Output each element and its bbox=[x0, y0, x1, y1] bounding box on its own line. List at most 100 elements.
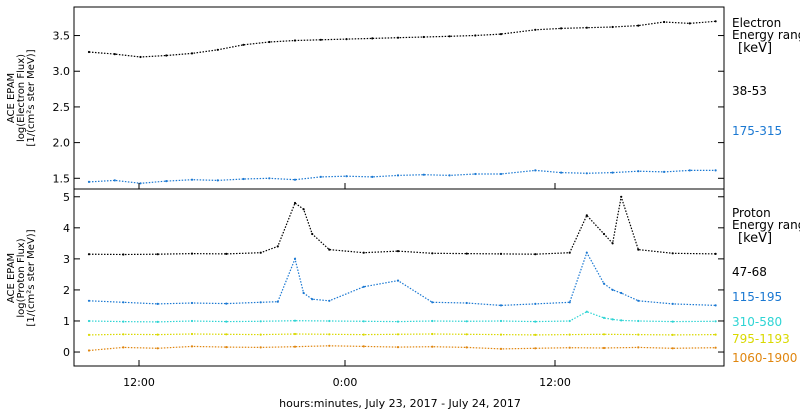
electron-point-38-53-13 bbox=[422, 35, 425, 39]
proton-point-310-580-8 bbox=[362, 320, 365, 323]
proton-point-795-1193-17 bbox=[671, 333, 674, 336]
proton-point-310-580-6 bbox=[293, 319, 297, 322]
proton-point-115-195-24 bbox=[714, 304, 717, 307]
proton-point-47-68-11 bbox=[362, 251, 365, 254]
proton-point-47-68-19 bbox=[602, 232, 606, 236]
proton-point-795-1193-18 bbox=[714, 333, 717, 336]
proton-ylabel-line-3: [1/(cm²s ster MeV)] bbox=[26, 229, 37, 326]
proton-point-795-1193-1 bbox=[122, 333, 125, 336]
x-axis-label: hours:minutes, July 23, 2017 - July 24, … bbox=[279, 397, 521, 410]
proton-y-tick-label-2: 2 bbox=[63, 284, 70, 297]
electron-point-175-315-0 bbox=[87, 180, 91, 183]
electron-series-38-53 bbox=[87, 20, 717, 59]
proton-y-tick-label-1: 1 bbox=[63, 315, 70, 328]
electron-point-38-53-16 bbox=[499, 33, 503, 36]
proton-point-115-195-7 bbox=[293, 257, 297, 260]
proton-point-310-580-21 bbox=[714, 320, 717, 323]
electron-series-38-53-segment-0 bbox=[88, 20, 716, 58]
electron-y-tick-label-1: 2.0 bbox=[53, 137, 71, 150]
proton-point-1060-1900-8 bbox=[362, 345, 365, 348]
electron-point-175-315-2 bbox=[139, 182, 142, 185]
electron-point-175-315-16 bbox=[499, 172, 503, 176]
electron-point-38-53-18 bbox=[560, 27, 563, 30]
proton-point-795-1193-2 bbox=[156, 333, 159, 336]
proton-point-1060-1900-6 bbox=[293, 345, 297, 348]
proton-point-47-68-18 bbox=[585, 214, 588, 217]
proton-point-115-195-11 bbox=[362, 285, 365, 288]
electron-y-tick-label-3: 3.0 bbox=[53, 65, 71, 78]
proton-series-795-1193 bbox=[87, 332, 717, 336]
electron-ylabel-line-2: log(Electron Flux) bbox=[16, 54, 27, 142]
proton-point-47-68-12 bbox=[396, 250, 400, 253]
electron-point-38-53-3 bbox=[165, 54, 168, 57]
electron-y-tick-label-0: 1.5 bbox=[53, 172, 71, 185]
proton-legend-310-580: 310-580 bbox=[732, 315, 782, 329]
x-tick-label-3: 12:00 bbox=[539, 376, 571, 389]
electron-point-38-53-1 bbox=[113, 53, 116, 56]
proton-point-1060-1900-15 bbox=[602, 346, 606, 350]
electron-point-38-53-8 bbox=[293, 39, 297, 42]
electron-point-38-53-17 bbox=[534, 28, 537, 31]
proton-point-115-195-8 bbox=[302, 291, 305, 295]
proton-point-47-68-17 bbox=[568, 251, 571, 254]
proton-point-795-1193-14 bbox=[568, 333, 571, 336]
proton-point-1060-1900-1 bbox=[122, 346, 125, 349]
proton-ylabel: ACE EPAM log(Proton Flux) [1/(cm²s ster … bbox=[6, 229, 37, 326]
proton-point-47-68-9 bbox=[311, 232, 314, 236]
proton-point-310-580-18 bbox=[620, 319, 623, 322]
electron-point-175-315-17 bbox=[534, 169, 537, 172]
proton-legend-items: 47-68 115-195 310-580 795-1193 1060-1900 bbox=[732, 265, 797, 365]
proton-point-47-68-13 bbox=[431, 252, 434, 255]
x-tick-label-2: 0:00 bbox=[333, 376, 358, 389]
electron-point-38-53-24 bbox=[714, 20, 717, 23]
electron-point-38-53-22 bbox=[663, 20, 666, 24]
electron-point-38-53-21 bbox=[637, 24, 640, 27]
proton-ylabel-line-1: ACE EPAM bbox=[6, 253, 17, 303]
proton-point-310-580-16 bbox=[602, 316, 606, 319]
electron-series-175-315 bbox=[87, 169, 717, 185]
proton-y-tick-label-4: 4 bbox=[63, 222, 70, 235]
proton-point-310-580-7 bbox=[328, 319, 331, 323]
electron-point-175-315-10 bbox=[345, 175, 348, 178]
proton-point-1060-1900-4 bbox=[225, 346, 228, 349]
proton-point-47-68-21 bbox=[620, 195, 623, 198]
proton-point-310-580-12 bbox=[499, 319, 503, 323]
proton-point-310-580-4 bbox=[225, 320, 228, 323]
proton-point-795-1193-8 bbox=[362, 333, 365, 336]
proton-point-310-580-2 bbox=[156, 320, 159, 323]
proton-point-115-195-1 bbox=[122, 301, 125, 304]
proton-side-subtitle: Energy range bbox=[732, 218, 800, 232]
proton-point-1060-1900-13 bbox=[534, 347, 537, 350]
proton-point-115-195-0 bbox=[87, 299, 91, 302]
proton-point-310-580-20 bbox=[671, 320, 674, 323]
proton-side-unit: [keV] bbox=[738, 231, 772, 246]
proton-point-1060-1900-5 bbox=[259, 346, 262, 349]
proton-point-795-1193-10 bbox=[431, 332, 434, 336]
proton-point-795-1193-4 bbox=[225, 333, 228, 336]
proton-point-1060-1900-3 bbox=[190, 345, 194, 348]
electron-point-38-53-6 bbox=[242, 43, 245, 46]
electron-point-175-315-4 bbox=[190, 178, 194, 181]
proton-point-115-195-15 bbox=[499, 304, 503, 307]
electron-point-175-315-21 bbox=[637, 170, 640, 173]
electron-point-38-53-2 bbox=[139, 55, 142, 59]
proton-point-1060-1900-11 bbox=[465, 346, 468, 349]
proton-point-115-195-9 bbox=[311, 298, 314, 301]
electron-point-175-315-6 bbox=[242, 177, 245, 181]
proton-point-795-1193-11 bbox=[465, 333, 468, 336]
electron-point-38-53-15 bbox=[474, 34, 477, 37]
electron-side-legend: Electron Energy range [keV] 38-53 175-315 bbox=[732, 16, 800, 138]
proton-legend-1060-1900: 1060-1900 bbox=[732, 351, 797, 365]
proton-point-47-68-2 bbox=[156, 253, 159, 256]
proton-point-1060-1900-12 bbox=[499, 347, 503, 350]
electron-point-175-315-1 bbox=[113, 179, 116, 182]
proton-point-47-68-5 bbox=[259, 251, 262, 254]
electron-point-38-53-20 bbox=[611, 25, 614, 29]
proton-point-795-1193-9 bbox=[396, 333, 400, 336]
electron-point-175-315-24 bbox=[714, 169, 717, 172]
proton-ylabel-line-2: log(Proton Flux) bbox=[16, 238, 27, 317]
proton-point-47-68-10 bbox=[328, 248, 331, 251]
proton-point-310-580-13 bbox=[534, 320, 537, 323]
x-tick-label-1: 12:00 bbox=[123, 376, 155, 389]
